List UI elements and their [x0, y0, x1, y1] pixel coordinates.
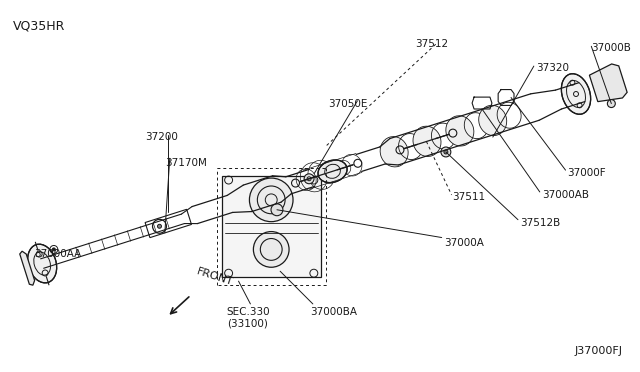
Ellipse shape — [380, 137, 408, 167]
Circle shape — [441, 147, 451, 157]
Circle shape — [52, 248, 55, 251]
Circle shape — [444, 150, 448, 154]
Circle shape — [253, 232, 289, 267]
Text: 37000B: 37000B — [591, 43, 631, 53]
Ellipse shape — [318, 160, 347, 183]
Ellipse shape — [446, 116, 474, 146]
Text: 37511: 37511 — [452, 192, 486, 202]
Circle shape — [607, 100, 615, 108]
Circle shape — [157, 224, 161, 228]
Text: 37050E: 37050E — [328, 99, 367, 109]
Text: 37200: 37200 — [145, 132, 179, 142]
Text: 37000A: 37000A — [445, 238, 484, 247]
Text: 37512: 37512 — [415, 39, 448, 49]
Text: J37000FJ: J37000FJ — [575, 346, 623, 356]
Circle shape — [271, 204, 283, 216]
Text: SEC.330
(33100): SEC.330 (33100) — [227, 307, 270, 328]
Ellipse shape — [28, 244, 57, 283]
Text: 37320: 37320 — [536, 63, 569, 73]
Circle shape — [304, 174, 314, 184]
Ellipse shape — [479, 105, 507, 135]
Polygon shape — [221, 176, 321, 277]
Text: 37000BA: 37000BA — [310, 307, 357, 317]
Text: 37000AB: 37000AB — [542, 190, 589, 200]
Text: 37512B: 37512B — [520, 218, 560, 228]
Polygon shape — [20, 251, 35, 285]
Text: 37000AA: 37000AA — [35, 249, 82, 259]
Ellipse shape — [413, 126, 441, 157]
Text: VQ35HR: VQ35HR — [13, 19, 65, 32]
Text: FRONT: FRONT — [195, 266, 234, 287]
Polygon shape — [589, 64, 627, 102]
Text: 37000F: 37000F — [568, 168, 606, 178]
Text: 37170M: 37170M — [165, 158, 207, 168]
Circle shape — [250, 178, 293, 222]
Ellipse shape — [561, 74, 591, 114]
